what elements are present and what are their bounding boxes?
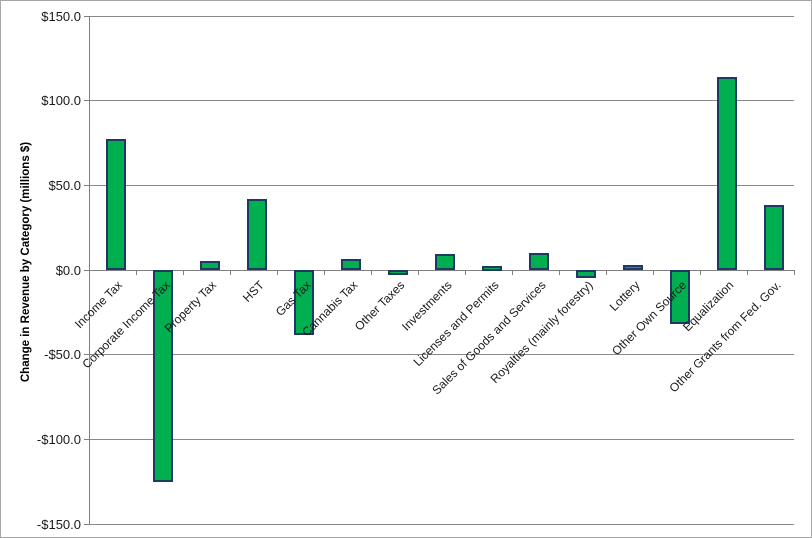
y-axis-tick xyxy=(84,100,89,102)
gridline xyxy=(89,438,794,440)
x-axis-tick xyxy=(324,269,325,275)
y-tick-label: -$100.0 xyxy=(36,431,81,447)
y-axis-tick xyxy=(84,269,89,271)
gridline xyxy=(89,15,794,17)
bar xyxy=(481,265,502,271)
bar xyxy=(293,269,314,335)
y-tick-label: -$50.0 xyxy=(44,347,81,363)
bar xyxy=(105,139,126,271)
x-axis-tick xyxy=(371,269,372,275)
bar xyxy=(528,253,549,271)
x-axis-tick xyxy=(700,269,701,275)
x-axis-tick xyxy=(89,269,90,275)
gridline xyxy=(89,523,794,525)
y-axis-tick xyxy=(84,523,89,525)
bar xyxy=(387,269,408,275)
x-axis-tick xyxy=(606,269,607,275)
bar xyxy=(716,77,737,271)
bar xyxy=(340,259,361,271)
x-axis-tick xyxy=(230,269,231,275)
gridline xyxy=(89,100,794,102)
x-axis-tick xyxy=(747,269,748,275)
bar xyxy=(152,269,173,483)
gridline xyxy=(89,184,794,186)
y-axis-tick xyxy=(84,184,89,186)
x-axis-tick xyxy=(183,269,184,275)
x-axis-tick xyxy=(418,269,419,275)
y-axis-tick xyxy=(84,438,89,440)
bar xyxy=(199,261,220,271)
x-axis-tick xyxy=(277,269,278,275)
category-label: Lottery xyxy=(606,277,643,314)
y-tick-label: $0.0 xyxy=(55,262,81,278)
x-axis-tick xyxy=(512,269,513,275)
bar xyxy=(669,269,690,324)
x-axis-tick xyxy=(465,269,466,275)
bar xyxy=(622,265,643,271)
y-tick-label: -$150.0 xyxy=(36,516,81,532)
y-tick-label: $50.0 xyxy=(48,177,81,193)
y-tick-label: $150.0 xyxy=(41,8,81,24)
bar xyxy=(575,269,596,279)
bar xyxy=(763,205,784,271)
x-axis-tick xyxy=(136,269,137,275)
x-axis-tick xyxy=(794,269,795,275)
gridline xyxy=(89,354,794,356)
bar xyxy=(246,199,267,271)
x-axis-tick xyxy=(559,269,560,275)
y-axis-tick xyxy=(84,15,89,17)
category-label: HST xyxy=(239,277,267,305)
y-tick-label: $100.0 xyxy=(41,93,81,109)
bar xyxy=(434,254,455,271)
x-axis-tick xyxy=(653,269,654,275)
y-axis-tick xyxy=(84,354,89,356)
